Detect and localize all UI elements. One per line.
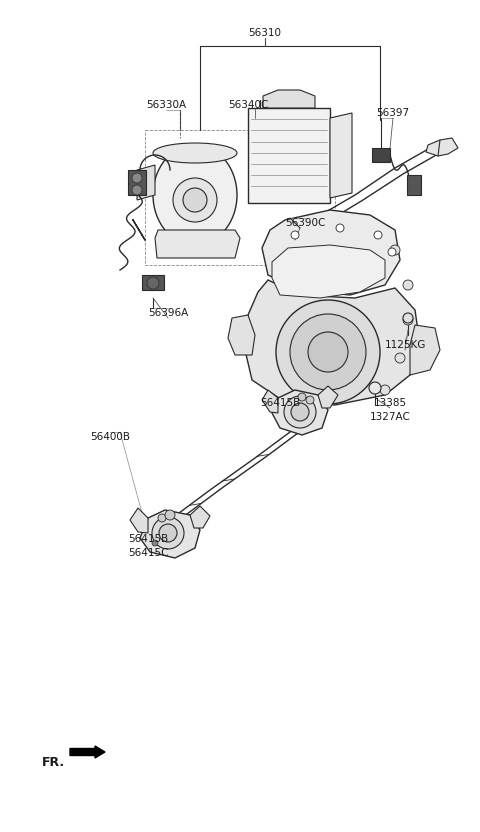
Circle shape	[284, 396, 316, 428]
Text: 56310: 56310	[249, 28, 281, 38]
Circle shape	[306, 396, 314, 404]
Polygon shape	[262, 210, 400, 295]
Circle shape	[152, 517, 184, 549]
Ellipse shape	[153, 145, 237, 245]
Text: FR.: FR.	[42, 756, 65, 769]
Text: 56415B: 56415B	[260, 398, 300, 408]
Circle shape	[403, 280, 413, 290]
Circle shape	[276, 300, 380, 404]
Bar	[248, 108, 330, 203]
Polygon shape	[262, 390, 278, 413]
Text: 56330A: 56330A	[146, 100, 186, 110]
Polygon shape	[245, 280, 420, 405]
Text: 56415C: 56415C	[128, 548, 168, 558]
Polygon shape	[438, 138, 458, 156]
Ellipse shape	[153, 143, 237, 163]
Circle shape	[388, 248, 396, 256]
Circle shape	[173, 178, 217, 222]
Bar	[128, 170, 146, 195]
Text: 56415B: 56415B	[128, 534, 168, 544]
Text: 13385: 13385	[373, 398, 407, 408]
Text: 56400B: 56400B	[90, 432, 130, 442]
Circle shape	[308, 332, 348, 372]
Bar	[142, 275, 164, 290]
Polygon shape	[410, 325, 440, 375]
Text: 56340C: 56340C	[228, 100, 268, 110]
Polygon shape	[137, 165, 155, 200]
Text: 56397: 56397	[376, 108, 409, 118]
Text: 56390C: 56390C	[285, 218, 325, 228]
Polygon shape	[228, 315, 255, 355]
Polygon shape	[426, 140, 445, 156]
Polygon shape	[140, 510, 200, 558]
Circle shape	[158, 514, 166, 522]
Circle shape	[336, 224, 344, 232]
Circle shape	[159, 524, 177, 542]
Polygon shape	[272, 390, 328, 435]
Circle shape	[132, 173, 142, 183]
Text: 1327AC: 1327AC	[370, 412, 410, 422]
Bar	[372, 148, 390, 162]
Circle shape	[132, 185, 142, 195]
Circle shape	[369, 382, 381, 394]
FancyArrow shape	[70, 746, 105, 758]
Circle shape	[395, 353, 405, 363]
Circle shape	[403, 315, 413, 325]
Circle shape	[374, 231, 382, 239]
Polygon shape	[318, 386, 338, 408]
Polygon shape	[263, 90, 315, 108]
Polygon shape	[155, 230, 240, 258]
Bar	[407, 175, 421, 195]
Text: 56396A: 56396A	[148, 308, 188, 318]
Circle shape	[147, 277, 159, 289]
Polygon shape	[330, 113, 352, 198]
Polygon shape	[130, 508, 148, 533]
Circle shape	[298, 393, 306, 401]
Text: 1125KG: 1125KG	[384, 340, 426, 350]
Circle shape	[291, 403, 309, 421]
Polygon shape	[272, 245, 385, 298]
Circle shape	[152, 540, 158, 546]
Circle shape	[291, 231, 299, 239]
Circle shape	[390, 245, 400, 255]
Circle shape	[403, 313, 413, 323]
Circle shape	[290, 314, 366, 390]
Circle shape	[380, 385, 390, 395]
Circle shape	[183, 188, 207, 212]
Circle shape	[165, 510, 175, 520]
Polygon shape	[190, 506, 210, 528]
